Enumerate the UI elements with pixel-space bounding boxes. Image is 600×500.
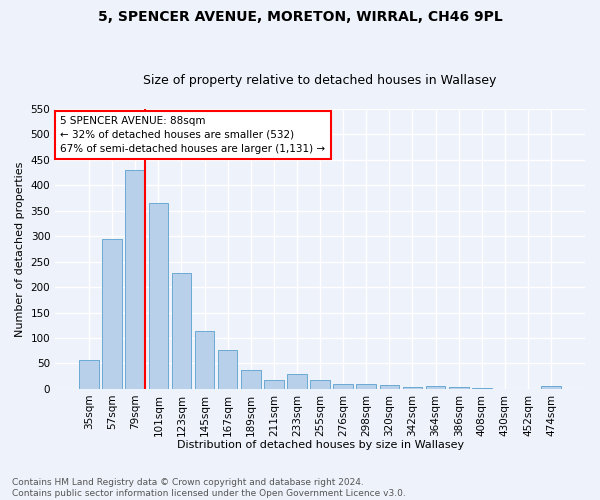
Title: Size of property relative to detached houses in Wallasey: Size of property relative to detached ho… — [143, 74, 497, 87]
Bar — [172, 273, 191, 389]
Bar — [218, 350, 238, 389]
Text: 5, SPENCER AVENUE, MORETON, WIRRAL, CH46 9PL: 5, SPENCER AVENUE, MORETON, WIRRAL, CH46… — [98, 10, 502, 24]
Bar — [449, 388, 469, 389]
X-axis label: Distribution of detached houses by size in Wallasey: Distribution of detached houses by size … — [176, 440, 464, 450]
Bar — [241, 370, 260, 389]
Bar — [380, 385, 399, 389]
Bar — [103, 240, 122, 389]
Text: 5 SPENCER AVENUE: 88sqm
← 32% of detached houses are smaller (532)
67% of semi-d: 5 SPENCER AVENUE: 88sqm ← 32% of detache… — [61, 116, 326, 154]
Bar — [541, 386, 561, 389]
Bar — [264, 380, 284, 389]
Bar — [403, 388, 422, 389]
Bar — [287, 374, 307, 389]
Bar — [79, 360, 99, 389]
Bar — [149, 202, 168, 389]
Bar — [195, 332, 214, 389]
Y-axis label: Number of detached properties: Number of detached properties — [15, 161, 25, 336]
Bar — [334, 384, 353, 389]
Bar — [310, 380, 330, 389]
Bar — [472, 388, 491, 389]
Bar — [125, 170, 145, 389]
Bar — [356, 384, 376, 389]
Bar — [426, 386, 445, 389]
Text: Contains HM Land Registry data © Crown copyright and database right 2024.
Contai: Contains HM Land Registry data © Crown c… — [12, 478, 406, 498]
